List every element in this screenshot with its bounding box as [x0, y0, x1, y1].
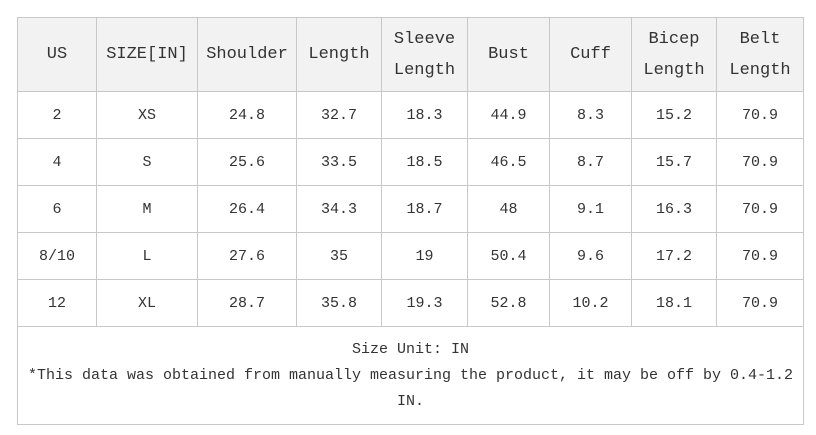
column-header: Cuff [549, 17, 632, 92]
table-cell: 19 [381, 232, 468, 280]
column-header: Shoulder [197, 17, 297, 92]
column-header: Bicep Length [631, 17, 717, 92]
table-cell: 8.3 [549, 91, 632, 139]
table-cell: 70.9 [716, 185, 804, 233]
column-header: Length [296, 17, 382, 92]
table-cell: 48 [467, 185, 550, 233]
table-cell: XL [96, 279, 198, 327]
column-header: Bust [467, 17, 550, 92]
measurement-note: *This data was obtained from manually me… [27, 366, 794, 410]
table-cell: 8/10 [17, 232, 97, 280]
header-row: US SIZE[IN] Shoulder Length Sleeve Length Bus… [17, 17, 804, 92]
footer-cell: Size Unit: IN *This data was obtained fr… [17, 326, 804, 425]
table-cell: 8.7 [549, 138, 632, 186]
footer-row: Size Unit: IN *This data was obtained fr… [17, 326, 804, 425]
table-cell: 27.6 [197, 232, 297, 280]
table-cell: 6 [17, 185, 97, 233]
size-unit: Size Unit: IN [351, 340, 470, 358]
table-cell: 35 [296, 232, 382, 280]
table-cell: 18.1 [631, 279, 717, 327]
table-row: 4 S 25.6 33.5 18.5 46.5 8.7 15.7 70.9 [17, 138, 804, 186]
column-header: Sleeve Length [381, 17, 468, 92]
table-cell: 33.5 [296, 138, 382, 186]
table-row: 2 XS 24.8 32.7 18.3 44.9 8.3 15.2 70.9 [17, 91, 804, 139]
table-cell: 24.8 [197, 91, 297, 139]
table-cell: 4 [17, 138, 97, 186]
table-cell: 25.6 [197, 138, 297, 186]
table-cell: 18.3 [381, 91, 468, 139]
table-cell: 19.3 [381, 279, 468, 327]
table-cell: S [96, 138, 198, 186]
table-cell: 12 [17, 279, 97, 327]
table-row: 8/10 L 27.6 35 19 50.4 9.6 17.2 70.9 [17, 232, 804, 280]
table-cell: 18.5 [381, 138, 468, 186]
table-cell: 70.9 [716, 138, 804, 186]
table-cell: 52.8 [467, 279, 550, 327]
table-cell: 15.7 [631, 138, 717, 186]
table-cell: 2 [17, 91, 97, 139]
column-header: Belt Length [716, 17, 804, 92]
table-cell: 18.7 [381, 185, 468, 233]
size-chart-table: US SIZE[IN] Shoulder Length Sleeve Length Bus… [17, 17, 804, 425]
table-cell: 9.6 [549, 232, 632, 280]
table-cell: 35.8 [296, 279, 382, 327]
table-cell: M [96, 185, 198, 233]
table-cell: 28.7 [197, 279, 297, 327]
table-cell: 70.9 [716, 279, 804, 327]
table-row: 6 M 26.4 34.3 18.7 48 9.1 16.3 70.9 [17, 185, 804, 233]
table-cell: 9.1 [549, 185, 632, 233]
table-cell: 32.7 [296, 91, 382, 139]
table-cell: 10.2 [549, 279, 632, 327]
table-cell: 17.2 [631, 232, 717, 280]
column-header: US [17, 17, 97, 92]
table-cell: 50.4 [467, 232, 550, 280]
table-cell: XS [96, 91, 198, 139]
table-cell: 15.2 [631, 91, 717, 139]
table-cell: 16.3 [631, 185, 717, 233]
table-cell: 44.9 [467, 91, 550, 139]
table-cell: 34.3 [296, 185, 382, 233]
table-row: 12 XL 28.7 35.8 19.3 52.8 10.2 18.1 70.9 [17, 279, 804, 327]
column-header: SIZE[IN] [96, 17, 198, 92]
table-cell: 46.5 [467, 138, 550, 186]
table-cell: 70.9 [716, 91, 804, 139]
table-cell: 26.4 [197, 185, 297, 233]
table-cell: 70.9 [716, 232, 804, 280]
table-cell: L [96, 232, 198, 280]
